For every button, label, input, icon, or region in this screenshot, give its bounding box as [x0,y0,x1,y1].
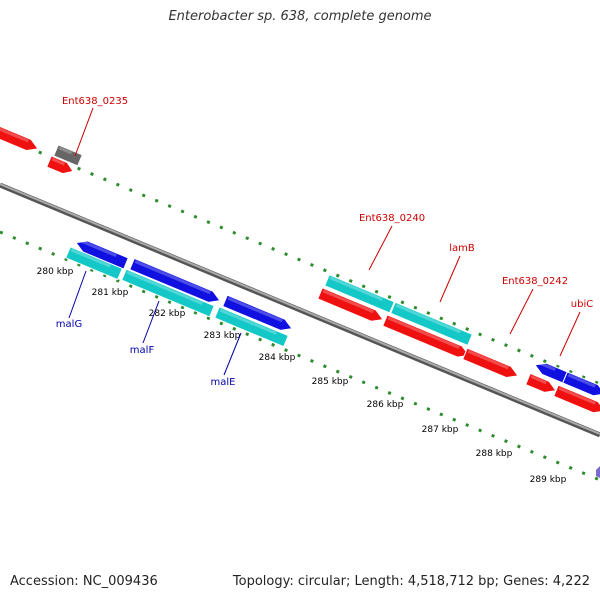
feature-highlight [134,260,211,295]
feature-shape [222,294,293,331]
scale-tick-label: 286 kbp [367,400,404,410]
gene-label-lamB[interactable]: lamB [449,243,475,254]
gene-feature-rev[interactable] [525,372,559,396]
inner-dotted-guide [0,230,600,482]
gene-feature-rev[interactable] [46,155,76,177]
genome-backbone-highlight [0,183,600,435]
genome-summary-text: Topology: circular; Length: 4,518,712 bp… [232,574,590,589]
partial-feature-edge [596,466,600,478]
feature-highlight [51,157,66,166]
map-title: Enterobacter sp. 638, complete genome [168,9,432,24]
accession-text: Accession: NC_009436 [10,574,158,589]
feature-highlight [387,316,460,349]
gene-feature-rna[interactable] [324,274,395,314]
scale-tick-label: 289 kbp [530,475,567,485]
feature-shape [121,268,215,318]
label-leader-line [368,225,393,271]
outer-dotted-guide [0,134,600,386]
feature-shape [0,122,39,152]
feature-shape [462,347,519,379]
gene-feature-rev[interactable] [317,287,386,325]
feature-highlight [126,270,203,305]
feature-highlight [78,238,117,258]
feature-shape [562,371,600,397]
gene-label-ubiC[interactable]: ubiC [571,299,593,310]
scale-tick-label: 287 kbp [422,425,459,435]
scale-tick-label: 280 kbp [37,267,74,277]
gene-label-ent0242[interactable]: Ent638_0242 [502,276,568,287]
feature-shape [214,306,289,348]
gene-feature-rev[interactable] [382,314,472,361]
scale-tick-label: 283 kbp [204,331,241,341]
feature-highlight [70,248,111,268]
feature-shape [75,240,129,270]
gene-feature-rna[interactable] [121,268,215,318]
gene-feature-rev[interactable] [462,347,521,381]
feature-shape [317,287,384,322]
feature-highlight [0,124,29,143]
label-leader-line [142,300,160,344]
gene-feature-rna[interactable] [65,246,123,281]
feature-shape [129,257,221,303]
feature-highlight [395,303,461,334]
label-leader-line [68,270,87,319]
feature-highlight [227,296,283,323]
label-leader-line [559,311,581,357]
feature-shape [390,301,473,347]
label-leader-line [74,107,94,157]
feature-highlight [558,386,596,405]
feature-shape [53,144,83,167]
feature-highlight [219,308,277,335]
gene-label-malF[interactable]: malF [130,345,155,356]
feature-shape [324,274,395,314]
gene-feature-rna[interactable] [214,306,289,348]
gene-label-ent0235[interactable]: Ent638_0235 [62,96,128,107]
gene-feature-fwd[interactable] [562,371,600,400]
scale-tick-label: 281 kbp [92,288,129,298]
gene-label-malG[interactable]: malG [56,319,82,330]
scale-tick-label: 285 kbp [312,377,349,387]
gene-feature-fwd[interactable] [129,257,223,306]
scale-tick-label: 284 kbp [259,353,296,363]
gene-feature-rna[interactable] [390,301,473,347]
gene-feature-fwd[interactable] [222,294,295,334]
label-leader-line [509,288,534,335]
feature-shape [65,246,123,281]
label-leader-line [223,332,242,376]
label-leader-line [439,255,461,303]
gene-label-malE[interactable]: malE [211,377,236,388]
feature-highlight [530,375,547,385]
gene-feature-rev[interactable] [553,384,600,416]
scale-tick-label: 282 kbp [149,309,186,319]
feature-highlight [58,146,73,155]
feature-highlight [322,289,374,314]
feature-highlight [537,361,556,371]
feature-shape [46,155,74,175]
feature-highlight [567,373,596,388]
gene-feature-other[interactable] [53,144,83,167]
gene-feature-rev[interactable] [0,122,40,154]
feature-shape [553,384,600,414]
feature-shape [525,372,557,393]
scale-tick-label: 288 kbp [476,449,513,459]
feature-shape [382,314,470,358]
gene-label-ent0240[interactable]: Ent638_0240 [359,213,425,224]
feature-highlight [467,349,509,370]
gene-feature-fwd[interactable] [74,237,129,270]
feature-highlight [329,276,383,301]
